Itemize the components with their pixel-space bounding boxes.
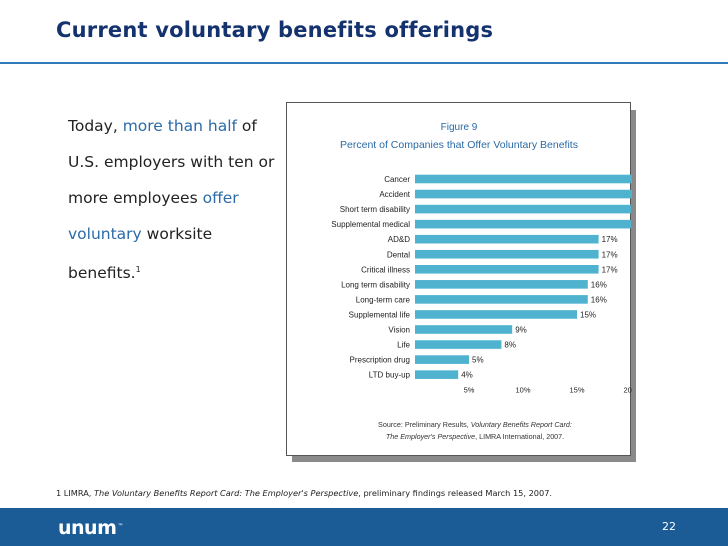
source-italic-1: Voluntary Benefits Report Card: [471,420,572,429]
category-label: Dental [387,250,410,259]
value-label: 4% [461,371,473,380]
category-label: Short term disability [340,205,410,214]
figure-box: Figure 9 Percent of Companies that Offer… [286,102,632,456]
body-text-part: Today, [68,117,123,135]
value-label: 17% [602,250,618,259]
category-label: Prescription drug [350,356,410,365]
category-label: Long term disability [341,280,410,289]
chart-title: Percent of Companies that Offer Voluntar… [340,139,578,151]
logo-text: unum [58,517,117,539]
bar [415,189,632,199]
footnote-marker: 1 [135,265,141,274]
x-tick-label: 10% [515,386,530,395]
body-highlight: offer voluntary [68,189,239,243]
footer-bar: unum ™ 22 [0,508,728,546]
value-label: 15% [580,310,596,319]
slide-title: Current voluntary benefits offerings [56,18,494,42]
source-suffix: , LIMRA International, 2007. [475,432,564,441]
footnote-suffix: , preliminary findings released March 15… [358,488,553,498]
category-label: AD&D [388,235,410,244]
value-label: 16% [591,295,607,304]
bar [415,295,588,304]
body-text-part: worksite benefits. [68,225,213,283]
ticks-group: 5%10%15%20%25%30% [464,386,632,395]
bar [415,310,577,319]
x-tick-label: 20% [623,386,632,395]
bar [415,174,632,184]
source-line-1: Source: Preliminary Results, Voluntary B… [378,420,572,429]
bar-chart: Figure 9 Percent of Companies that Offer… [331,122,632,441]
category-label: Supplemental life [349,310,411,319]
body-text-part: of U.S. employers with ten or more emplo… [68,117,275,207]
bar [415,234,599,244]
value-label: 9% [515,326,527,335]
bar [415,219,631,229]
body-highlight: more than half [122,117,237,135]
category-label: Long-term care [356,295,411,304]
bar [415,265,599,274]
value-label: 5% [472,356,484,365]
value-label: 17% [602,235,618,244]
category-label: LTD buy-up [369,371,411,380]
logo-trademark: ™ [117,523,124,530]
footnote-prefix: 1 LIMRA, [56,488,95,498]
bar [415,280,588,289]
unum-logo: unum ™ [58,517,123,539]
footnote: 1 LIMRA, The Voluntary Benefits Report C… [56,488,552,498]
page-number: 22 [662,520,676,533]
source-prefix: Source: Preliminary Results, [378,420,471,429]
figure-label: Figure 9 [441,122,478,133]
category-label: Supplemental medical [331,220,410,229]
value-label: 17% [602,265,618,274]
category-label: Vision [388,326,410,335]
title-rule [0,62,728,64]
footnote-title: The Voluntary Benefits Report Card: The … [94,488,359,498]
bar [415,355,469,364]
bar [415,249,599,259]
value-label: 8% [504,341,516,350]
category-label: Accident [379,190,410,199]
x-tick-label: 15% [569,386,584,395]
source-italic-2: The Employer's Perspective [386,432,475,441]
bar [415,370,459,379]
category-label: Life [397,341,410,350]
value-label: 16% [591,280,607,289]
body-text: Today, more than half of U.S. employers … [68,108,278,291]
source-line-2: The Employer's Perspective, LIMRA Intern… [386,432,564,441]
bar [415,204,631,214]
bar [415,325,513,334]
category-label: Cancer [384,175,410,184]
x-tick-label: 5% [464,386,475,395]
bars-group: Cancer29%Accident24%Short term disabilit… [331,174,632,380]
bar [415,340,502,349]
category-label: Critical illness [361,265,410,274]
